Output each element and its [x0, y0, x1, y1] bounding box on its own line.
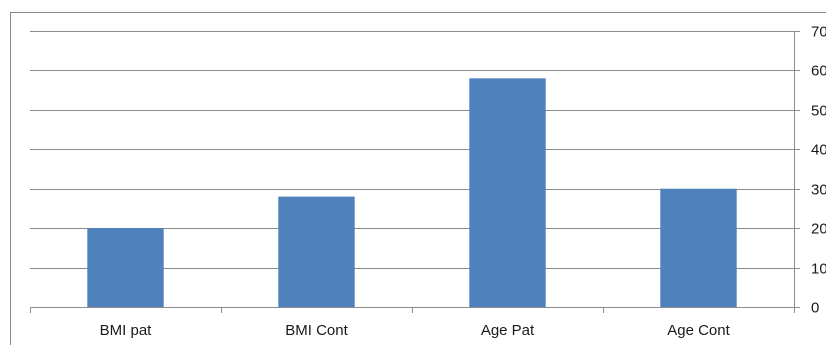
x-category-label: BMI Cont	[285, 322, 348, 339]
y-tick-label: 40	[811, 142, 826, 159]
labels: 0 10 20 30 40 50 60 70 BMI pat BMI Cont Age Pat Age…	[100, 24, 826, 340]
y-tick-label: 50	[811, 103, 826, 120]
x-category-label: BMI pat	[100, 322, 153, 339]
x-category-label: Age Pat	[481, 322, 535, 339]
x-category-label: Age Cont	[667, 322, 730, 339]
y-tick-label: 20	[811, 221, 826, 238]
y-tick-label: 30	[811, 182, 826, 199]
axes	[30, 31, 800, 313]
y-tick-label: 60	[811, 63, 826, 80]
chart-frame	[10, 12, 826, 345]
bar-age-pat	[469, 78, 546, 307]
y-tick-label: 10	[811, 261, 826, 278]
bar-bmi-pat	[87, 228, 164, 307]
y-tick-label: 70	[811, 24, 826, 41]
y-tick-label: 0	[811, 300, 819, 317]
bar-age-cont	[660, 188, 737, 307]
bar-bmi-cont	[278, 196, 355, 307]
bars	[87, 78, 737, 307]
